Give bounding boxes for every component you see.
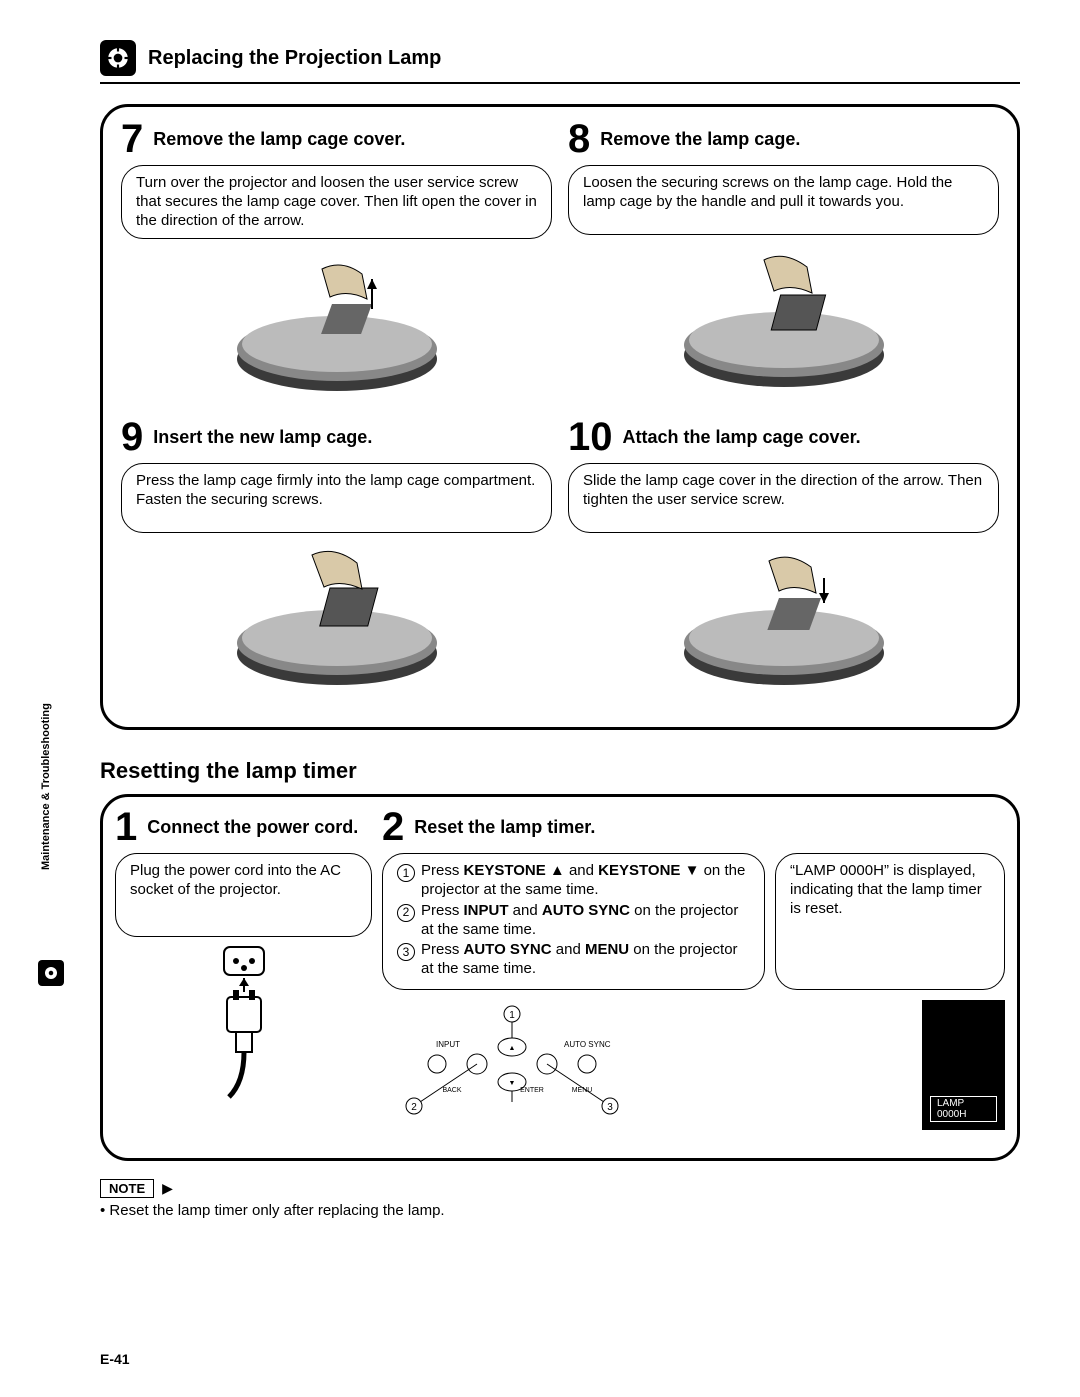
projector-illustration <box>121 239 552 409</box>
substep-1-text: Press KEYSTONE ▲ and KEYSTONE ▼ on the p… <box>421 862 750 900</box>
step-description: Turn over the projector and loosen the u… <box>121 165 552 239</box>
substep-3-text: Press AUTO SYNC and MENU on the projecto… <box>421 941 750 979</box>
svg-text:▼: ▼ <box>509 1080 516 1087</box>
projector-illustration <box>568 235 999 405</box>
substep-3-icon: 3 <box>397 943 415 961</box>
substep-2-text: Press INPUT and AUTO SYNC on the project… <box>421 902 750 940</box>
step-description: Slide the lamp cage cover in the directi… <box>568 463 999 533</box>
step-number: 7 <box>121 119 143 159</box>
step-number: 10 <box>568 417 613 457</box>
page-header: Replacing the Projection Lamp <box>100 40 1020 84</box>
step-number: 2 <box>382 807 404 847</box>
step-10: 10 Attach the lamp cage cover. Slide the… <box>560 413 1007 707</box>
svg-text:▲: ▲ <box>509 1045 516 1052</box>
note-text: • Reset the lamp timer only after replac… <box>100 1202 1020 1219</box>
projector-illustration <box>568 533 999 703</box>
step-instructions: 1 Press KEYSTONE ▲ and KEYSTONE ▼ on the… <box>382 853 765 990</box>
power-cord-illustration <box>115 937 372 1107</box>
substep-1-icon: 1 <box>397 864 415 882</box>
header-title: Replacing the Projection Lamp <box>148 47 441 70</box>
svg-text:3: 3 <box>607 1102 613 1113</box>
side-tab-label: Maintenance & Troubleshooting <box>40 703 52 870</box>
step-1: 1 Connect the power cord. Plug the power… <box>115 807 372 1140</box>
step-title: Attach the lamp cage cover. <box>623 427 861 448</box>
step-7: 7 Remove the lamp cage cover. Turn over … <box>113 115 560 413</box>
step-title: Insert the new lamp cage. <box>153 427 372 448</box>
control-panel-diagram: 1 INPUT AUTO SYNC ▲ ▼ BACK ENTER MENU 2 <box>382 1002 642 1127</box>
step-9: 9 Insert the new lamp cage. Press the la… <box>113 413 560 707</box>
svg-text:ENTER: ENTER <box>520 1087 544 1094</box>
substep-2-icon: 2 <box>397 904 415 922</box>
step-description: Press the lamp cage firmly into the lamp… <box>121 463 552 533</box>
steps-panel-2: 1 Connect the power cord. Plug the power… <box>100 794 1020 1161</box>
arrow-icon: ▶ <box>162 1180 173 1197</box>
lamp-display-label: LAMP 0000H <box>930 1096 997 1122</box>
side-wrench-icon <box>38 960 64 986</box>
step-number: 1 <box>115 807 137 847</box>
svg-text:1: 1 <box>509 1010 515 1021</box>
step-number: 8 <box>568 119 590 159</box>
section-title: Resetting the lamp timer <box>100 758 1020 784</box>
step-description: Plug the power cord into the AC socket o… <box>115 853 372 937</box>
steps-panel-1: 7 Remove the lamp cage cover. Turn over … <box>100 104 1020 730</box>
step-title: Remove the lamp cage. <box>600 129 800 150</box>
step-result: “LAMP 0000H” is displayed, indicating th… <box>775 853 1005 990</box>
page-number: E-41 <box>100 1351 130 1367</box>
step-title: Remove the lamp cage cover. <box>153 129 405 150</box>
note-header: NOTE ▶ <box>100 1179 1020 1198</box>
step-8: 8 Remove the lamp cage. Loosen the secur… <box>560 115 1007 413</box>
svg-text:2: 2 <box>411 1102 417 1113</box>
wrench-icon <box>100 40 136 76</box>
note-badge: NOTE <box>100 1179 154 1198</box>
step-title: Connect the power cord. <box>147 817 358 838</box>
step-number: 9 <box>121 417 143 457</box>
svg-text:BACK: BACK <box>442 1087 461 1094</box>
svg-text:INPUT: INPUT <box>436 1040 460 1049</box>
svg-text:AUTO SYNC: AUTO SYNC <box>564 1040 611 1049</box>
lamp-display: LAMP 0000H <box>922 1000 1005 1130</box>
step-description: Loosen the securing screws on the lamp c… <box>568 165 999 235</box>
projector-illustration <box>121 533 552 703</box>
step-2: 2 Reset the lamp timer. 1 Press KEYSTONE… <box>382 807 1005 1140</box>
svg-text:MENU: MENU <box>572 1087 593 1094</box>
step-title: Reset the lamp timer. <box>414 817 595 838</box>
